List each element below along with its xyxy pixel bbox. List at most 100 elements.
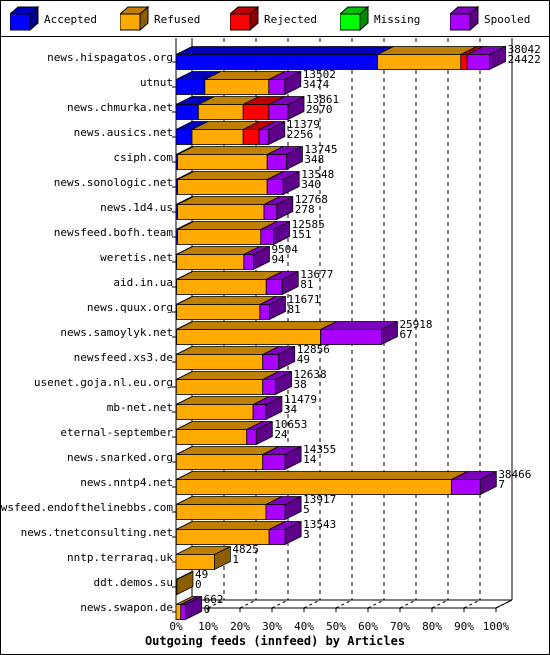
category-label: news.ausics.net	[73, 126, 173, 139]
bar-refused-top	[176, 471, 468, 480]
value-label-total: 12768	[294, 193, 328, 206]
value-label-total: 662	[203, 593, 224, 606]
value-label-total: 49	[194, 568, 209, 581]
bar-spooled	[262, 454, 286, 470]
value-label-secondary: 348	[304, 153, 325, 166]
value-label-total: 38042	[507, 43, 541, 56]
x-tick-label: 40%	[294, 620, 314, 633]
bar-refused-top	[176, 296, 277, 305]
bar-refused	[175, 404, 254, 420]
value-label-total: 13548	[301, 168, 335, 181]
x-tick-label: 60%	[358, 620, 378, 633]
x-tick-label: 90%	[454, 620, 474, 633]
bar-spooled-side	[284, 445, 302, 471]
category-label: newsfeed.xs3.de	[73, 351, 173, 364]
value-label-total: 4825	[232, 543, 259, 556]
bar-spooled	[451, 479, 481, 495]
legend-separator	[0, 36, 550, 37]
bar-refused	[175, 454, 264, 470]
value-label-total: 11379	[286, 118, 320, 131]
value-label: 12856 49	[296, 343, 330, 365]
bar-accepted	[175, 129, 193, 145]
category-label: news.nntp4.net	[80, 476, 173, 489]
value-label-secondary: 2256	[286, 128, 314, 141]
bar-spooled	[262, 354, 280, 370]
bar-refused-top	[177, 171, 284, 180]
category-label: news.tnetconsulting.net	[20, 526, 173, 539]
value-label-secondary: 278	[294, 203, 315, 216]
legend-label: Refused	[154, 13, 201, 26]
bar-refused	[197, 104, 244, 120]
value-label: 9504 94	[271, 244, 298, 265]
bar-spooled	[265, 504, 286, 520]
bar-spooled	[265, 279, 283, 295]
legend-swatch-rejected	[230, 6, 260, 32]
x-tick-label: 50%	[326, 620, 346, 633]
bar-refused	[176, 304, 261, 320]
bar-spooled-side	[269, 295, 286, 321]
bar-refused	[191, 129, 244, 145]
value-label-secondary: 7	[498, 478, 505, 491]
bar-refused	[175, 604, 182, 620]
floor-gridline	[271, 599, 289, 609]
value-label-total: 13917	[303, 493, 337, 506]
bar-spooled-side	[287, 95, 305, 121]
value-label-total: 25918	[399, 318, 433, 331]
x-tick-label: 30%	[262, 620, 282, 633]
category-label: newsfeed.endofthelinebbs.com	[0, 501, 173, 514]
value-label: 13745 348	[304, 144, 337, 166]
bar-spooled-side	[282, 170, 300, 196]
category-label: usenet.goja.nl.eu.org	[33, 376, 173, 389]
bar-spooled-side	[253, 245, 270, 271]
bar-refused-top	[176, 346, 279, 355]
legend-label: Accepted	[44, 13, 97, 26]
x-tick-label: 70%	[390, 620, 410, 633]
bar-spooled	[243, 254, 254, 270]
floor-gridline	[335, 599, 353, 609]
bar-refused	[177, 204, 265, 220]
value-label: 662 0	[203, 593, 224, 616]
bar-accepted	[175, 54, 379, 70]
category-label: eternal-september	[60, 426, 173, 439]
value-label-secondary: 3474	[302, 78, 330, 91]
value-label: 13543 3	[303, 519, 336, 540]
value-label: 11379 2256	[286, 118, 320, 141]
value-label-total: 11671	[287, 293, 321, 306]
bar-spooled	[259, 304, 270, 320]
bar-refused-top	[176, 271, 283, 280]
value-label: 14355 14	[303, 444, 336, 466]
bar-spooled-side	[273, 220, 291, 246]
bar-spooled	[262, 379, 276, 395]
bar-refused-top	[177, 196, 281, 205]
bar-refused	[177, 179, 268, 195]
floor-gridline	[303, 599, 321, 609]
value-label-secondary: 24422	[507, 53, 541, 66]
value-label-total: 12856	[296, 343, 330, 356]
value-label-secondary: 67	[399, 328, 413, 341]
value-label: 4825 1	[232, 543, 259, 565]
legend-swatch-accepted	[10, 6, 40, 32]
floor-gridline	[431, 599, 449, 609]
bar-spooled	[268, 529, 286, 545]
bar-refused-side	[213, 545, 231, 571]
bar-spooled-side	[275, 370, 292, 396]
bar-spooled-side	[276, 195, 294, 221]
value-label-total: 11479	[283, 393, 318, 406]
bar-spooled-side	[281, 270, 299, 296]
category-label: aid.in.ua	[113, 276, 173, 289]
value-label-total: 12585	[291, 218, 325, 231]
bar-spooled	[246, 429, 257, 445]
category-label: nntp.terraraq.uk	[67, 551, 173, 564]
category-label: news.1d4.us	[100, 201, 173, 214]
bar-refused	[175, 429, 248, 445]
value-label-secondary: 14	[303, 453, 317, 466]
category-label: news.snarked.org	[67, 451, 173, 464]
value-label-secondary: 5	[303, 503, 310, 516]
category-label: news.swapon.de	[80, 601, 173, 614]
value-label-secondary: 2970	[306, 103, 333, 116]
value-label-secondary: 340	[301, 178, 322, 191]
value-label-secondary: 0	[203, 603, 211, 616]
bar-refused-top	[176, 371, 279, 380]
value-label-secondary: 0	[194, 578, 202, 591]
bar-refused-side	[176, 570, 194, 596]
